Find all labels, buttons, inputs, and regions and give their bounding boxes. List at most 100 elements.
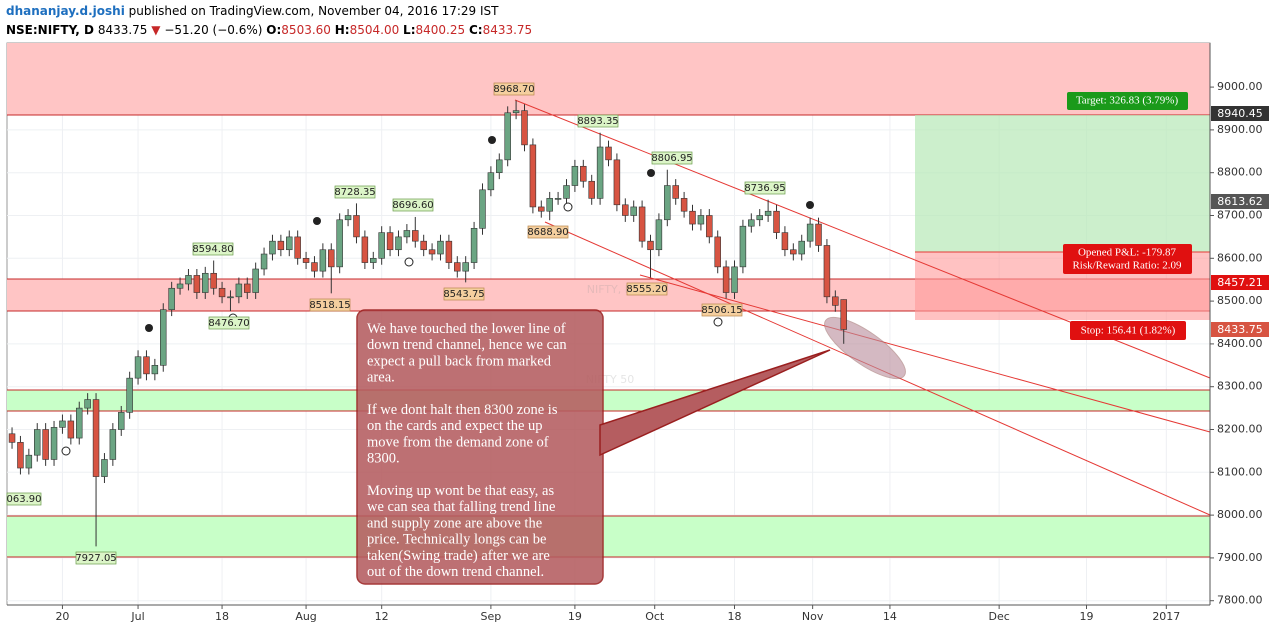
- point-label: 8728.35: [334, 187, 375, 198]
- callout-line: area.: [367, 370, 395, 386]
- point-label: 8506.15: [701, 305, 742, 316]
- l-value: 8400.25: [416, 23, 466, 37]
- y-tick-label: 8200.00: [1217, 423, 1263, 436]
- candle-body: [361, 236, 369, 263]
- callout-line: and supply zone are above the: [367, 515, 542, 531]
- candle-body: [580, 165, 587, 182]
- x-tick-label: 20: [55, 610, 69, 623]
- change: −51.20 (−0.6%): [164, 23, 262, 37]
- marker: [806, 201, 814, 209]
- candle-body: [512, 110, 520, 114]
- candle-body: [731, 266, 738, 293]
- point-label: 8893.35: [577, 116, 618, 127]
- point-label: 8543.75: [443, 289, 484, 300]
- h-label: H:: [335, 23, 350, 37]
- price-tag: [1211, 106, 1269, 121]
- header-line: dhananjay.d.joshi published on TradingVi…: [6, 4, 499, 18]
- candle-body: [521, 110, 528, 146]
- candle-body: [504, 112, 511, 161]
- y-tick-label: 8000.00: [1217, 508, 1263, 521]
- target-label: Target: 326.83 (3.79%): [1076, 95, 1179, 107]
- candle-body: [773, 210, 780, 233]
- candle-body: [487, 172, 495, 191]
- candle-body: [655, 219, 663, 251]
- target-area: [915, 115, 1210, 252]
- candle-body: [109, 429, 117, 460]
- candle-body: [697, 215, 705, 225]
- x-tick-label: Dec: [988, 610, 1009, 623]
- x-tick-label: Nov: [802, 610, 824, 623]
- symbol: NSE:NIFTY, D: [6, 23, 94, 37]
- candle-body: [470, 228, 478, 263]
- y-tick-label: 8100.00: [1217, 465, 1263, 478]
- point-labels: 8968.70 8893.35 8806.95 8736.95 8728.35 8696.…: [6, 82, 786, 565]
- candle-body: [823, 245, 831, 298]
- candle-body: [101, 459, 108, 477]
- candle-body: [17, 442, 24, 469]
- price-tag-label: 8433.75: [1217, 323, 1263, 336]
- candle-body: [613, 159, 621, 206]
- y-tick-label: 7900.00: [1217, 551, 1263, 564]
- candle-body: [210, 272, 217, 289]
- point-label-box: [6, 492, 42, 506]
- candle-body: [445, 240, 453, 263]
- candle-body: [302, 257, 310, 263]
- point-label-box: [309, 298, 351, 312]
- candle-body: [832, 296, 839, 306]
- point-label-box: [75, 551, 117, 565]
- candle-body: [277, 240, 285, 251]
- callout-line: If we dont halt then 8300 zone is: [367, 402, 558, 418]
- demand-zone: [7, 390, 1210, 411]
- y-tick-label: 8600.00: [1217, 251, 1263, 264]
- point-label-box: [577, 114, 619, 128]
- candle-body: [67, 420, 75, 439]
- callout-line: on the cards and expect the up: [367, 418, 543, 434]
- candle-body: [496, 159, 503, 173]
- candle-body: [260, 253, 268, 270]
- candle-body: [176, 283, 184, 289]
- candle-body: [529, 144, 537, 208]
- candle-body: [235, 283, 243, 298]
- candle-body: [764, 210, 772, 216]
- point-label-box: [334, 185, 376, 199]
- callout-line: move from the demand zone of: [367, 434, 549, 450]
- x-tick-label: 18: [728, 610, 742, 623]
- candle-body: [227, 296, 234, 299]
- price-tag: [1211, 194, 1269, 209]
- point-label-box: [493, 82, 535, 96]
- target-box: [1067, 92, 1188, 110]
- candle-body: [638, 206, 646, 242]
- point-label: 7927.05: [75, 553, 116, 564]
- candle-body: [319, 249, 327, 272]
- price-tag: [1211, 275, 1269, 290]
- candle-body: [395, 236, 402, 251]
- h-value: 8504.00: [350, 23, 400, 37]
- candle-body: [336, 219, 343, 268]
- candle-body: [151, 365, 159, 375]
- candle-body: [672, 185, 679, 199]
- candle-body: [840, 299, 847, 330]
- callout-line: we can sea that falling trend line: [367, 499, 555, 515]
- candle-body: [815, 223, 822, 246]
- axes: 7800.00 7900.00 8000.00 8100.00 8200.00 8300.…: [55, 80, 1262, 623]
- candle-body: [244, 283, 251, 293]
- point-label-box: [527, 225, 569, 239]
- candle-body: [386, 232, 394, 251]
- point-label: 8518.15: [309, 300, 350, 311]
- marker: [404, 257, 414, 267]
- candle-body: [538, 206, 545, 212]
- l-label: L:: [403, 23, 415, 37]
- price-tag-label: 8940.45: [1217, 107, 1263, 120]
- point-label-box: [701, 303, 743, 317]
- candle-body: [252, 268, 259, 293]
- x-tick-label: Oct: [645, 610, 665, 623]
- marker: [145, 324, 153, 332]
- candles: [8, 100, 847, 547]
- callout-line: Moving up wont be that easy, as: [367, 483, 554, 499]
- candle-body: [8, 433, 16, 443]
- y-tick-label: 8300.00: [1217, 380, 1263, 393]
- c-value: 8433.75: [483, 23, 533, 37]
- marker: [313, 217, 321, 225]
- x-tick-label: Aug: [295, 610, 316, 623]
